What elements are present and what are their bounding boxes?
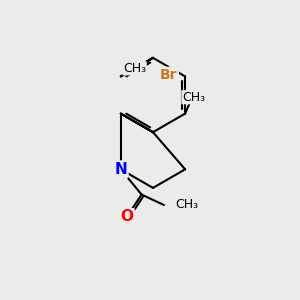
Text: CH₃: CH₃ xyxy=(175,199,198,212)
Text: N: N xyxy=(114,162,127,177)
Text: CH₃: CH₃ xyxy=(182,91,205,104)
Text: O: O xyxy=(120,209,133,224)
Text: Br: Br xyxy=(160,68,178,82)
Text: CH₃: CH₃ xyxy=(123,62,146,75)
